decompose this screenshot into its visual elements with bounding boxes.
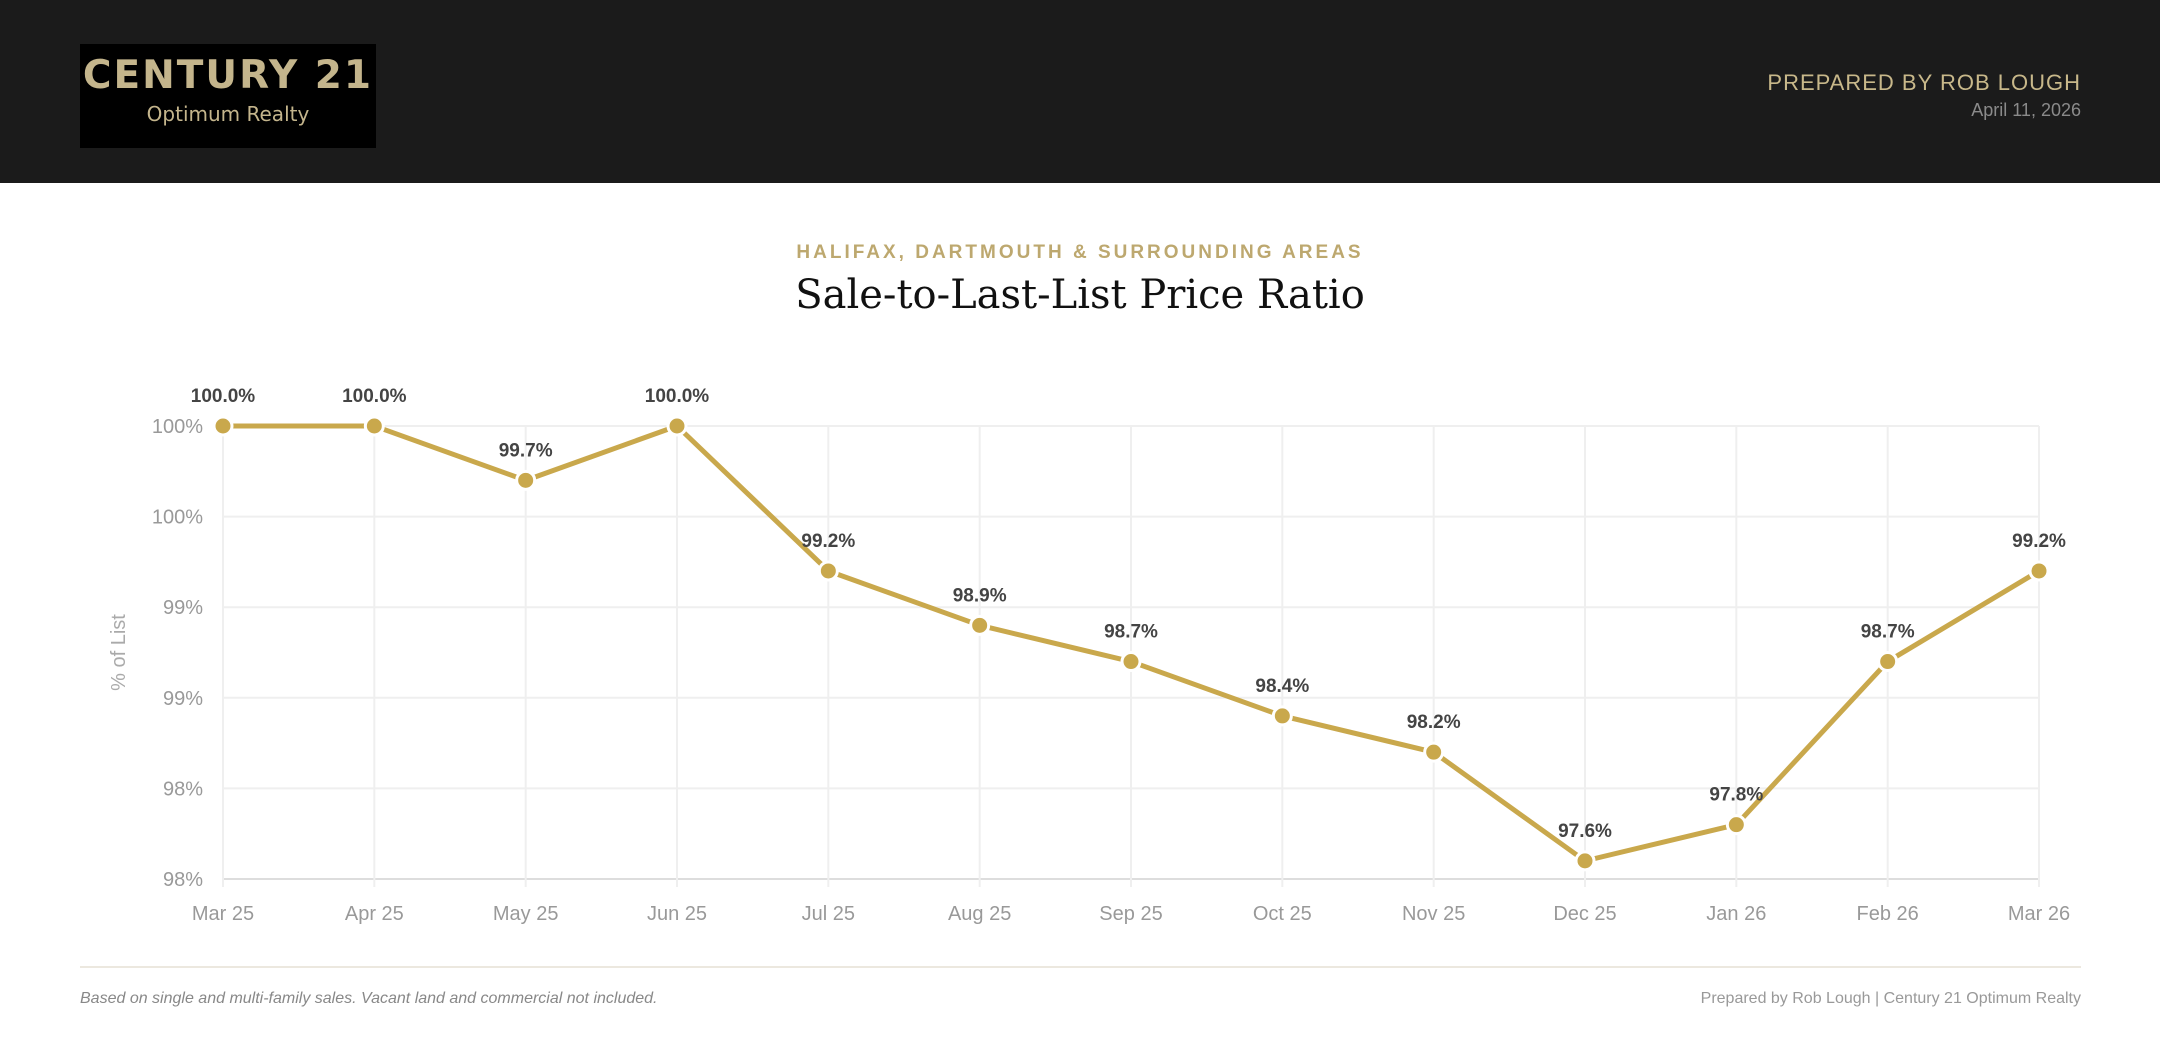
data-label: 98.9% bbox=[953, 585, 1007, 606]
data-point bbox=[1120, 651, 1142, 673]
data-point bbox=[2028, 560, 2050, 582]
data-point bbox=[666, 415, 688, 437]
y-tick-label: 98% bbox=[163, 778, 203, 800]
data-label: 97.6% bbox=[1558, 821, 1612, 842]
x-tick-label: Apr 25 bbox=[345, 903, 404, 925]
chart-title: Sale-to-Last-List Price Ratio bbox=[795, 272, 1365, 318]
data-point bbox=[1574, 850, 1596, 872]
x-tick-label: Dec 25 bbox=[1553, 903, 1616, 925]
data-point bbox=[1271, 705, 1293, 727]
logo-office: Optimum Realty bbox=[146, 102, 310, 126]
data-label: 98.7% bbox=[1861, 622, 1915, 643]
data-point bbox=[363, 415, 385, 437]
data-point bbox=[515, 469, 537, 491]
footer-divider bbox=[80, 966, 2081, 968]
y-axis-label: % of List bbox=[108, 614, 130, 691]
data-label: 100.0% bbox=[342, 386, 407, 407]
x-tick-label: Jun 25 bbox=[647, 903, 707, 925]
x-tick-label: May 25 bbox=[493, 903, 559, 925]
data-label: 99.2% bbox=[2012, 531, 2066, 552]
x-tick-label: Oct 25 bbox=[1253, 903, 1312, 925]
data-label: 100.0% bbox=[191, 386, 256, 407]
footer-note: Based on single and multi-family sales. … bbox=[80, 990, 658, 1007]
x-tick-label: Jul 25 bbox=[802, 903, 855, 925]
prepared-by-block: PREPARED BY ROB LOUGH April 11, 2026 bbox=[1767, 70, 2081, 121]
data-point bbox=[817, 560, 839, 582]
x-tick-label: Mar 25 bbox=[192, 903, 254, 925]
data-point bbox=[212, 415, 234, 437]
data-point bbox=[1725, 814, 1747, 836]
data-label: 97.8% bbox=[1709, 785, 1763, 806]
report-header: CENTURY 21 Optimum Realty PREPARED BY RO… bbox=[0, 0, 2160, 183]
data-label: 99.2% bbox=[801, 531, 855, 552]
data-point bbox=[1877, 651, 1899, 673]
logo-brand: CENTURY 21 bbox=[82, 53, 374, 98]
chart-subtitle: HALIFAX, DARTMOUTH & SURROUNDING AREAS bbox=[796, 242, 1364, 263]
data-label: 99.7% bbox=[499, 440, 553, 461]
x-tick-label: Aug 25 bbox=[948, 903, 1011, 925]
footer-credit: Prepared by Rob Lough | Century 21 Optim… bbox=[1700, 990, 2081, 1007]
x-tick-label: Nov 25 bbox=[1402, 903, 1465, 925]
data-point bbox=[1423, 741, 1445, 763]
y-tick-label: 98% bbox=[163, 869, 203, 891]
data-point bbox=[969, 614, 991, 636]
x-tick-label: Feb 26 bbox=[1857, 903, 1919, 925]
data-label: 98.2% bbox=[1407, 712, 1461, 733]
data-label: 100.0% bbox=[645, 386, 710, 407]
report-date: April 11, 2026 bbox=[1971, 100, 2081, 120]
y-tick-label: 100% bbox=[152, 416, 203, 438]
x-tick-label: Jan 26 bbox=[1706, 903, 1766, 925]
y-tick-label: 100% bbox=[152, 507, 203, 529]
x-tick-label: Mar 26 bbox=[2008, 903, 2070, 925]
century21-logo: CENTURY 21 Optimum Realty bbox=[80, 44, 376, 148]
prepared-by: PREPARED BY ROB LOUGH bbox=[1767, 70, 2081, 95]
y-tick-label: 99% bbox=[163, 597, 203, 619]
data-label: 98.7% bbox=[1104, 622, 1158, 643]
y-tick-label: 99% bbox=[163, 688, 203, 710]
data-label: 98.4% bbox=[1255, 676, 1309, 697]
x-tick-label: Sep 25 bbox=[1099, 903, 1162, 925]
